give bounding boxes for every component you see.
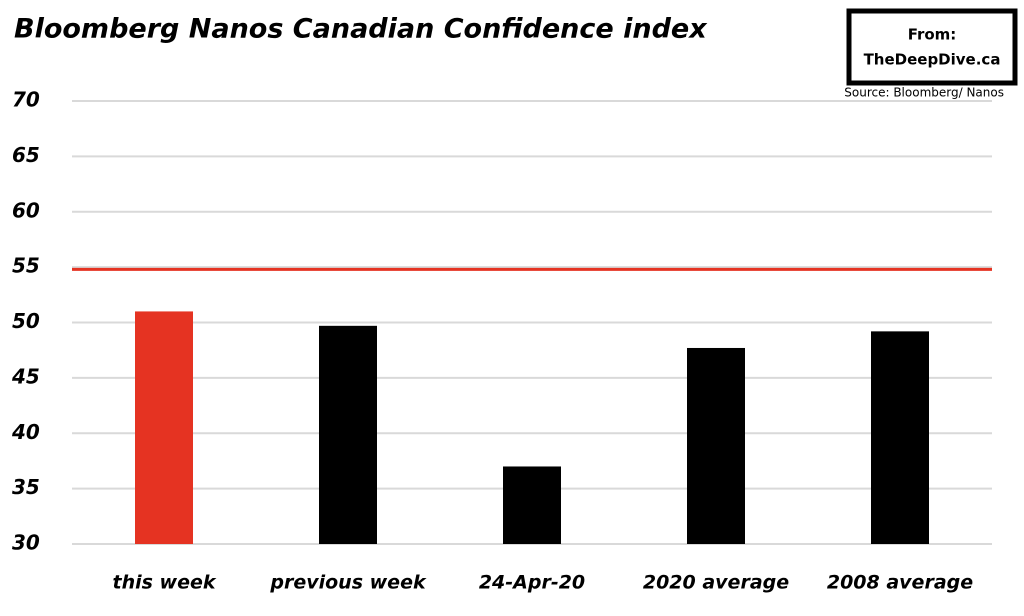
source-note: Source: Bloomberg/ Nanos [844,86,1004,100]
y-tick-label: 70 [12,88,40,112]
bar [135,311,193,544]
y-tick-label: 35 [12,475,40,499]
y-tick-label: 30 [12,531,40,555]
source-box-line: From: [908,26,957,44]
y-tick-label: 45 [11,364,40,388]
x-tick-label: previous week [269,572,427,594]
bar [687,347,745,544]
chart-title: Bloomberg Nanos Canadian Confidence inde… [14,14,708,45]
source-box-line: TheDeepDive.ca [864,51,1001,69]
x-tick-label: 2008 average [827,572,973,594]
y-tick-label: 40 [11,420,40,444]
x-tick-label: 2020 average [643,572,789,594]
x-tick-label: this week [112,572,216,594]
source-box [846,8,1018,86]
bar [503,466,561,544]
x-tick-label: 24-Apr-20 [479,572,585,594]
y-tick-label: 60 [12,198,40,222]
y-tick-label: 65 [12,143,40,167]
bar [871,331,929,544]
y-tick-label: 50 [12,309,40,333]
y-tick-label: 55 [12,254,40,278]
bar [319,325,377,544]
